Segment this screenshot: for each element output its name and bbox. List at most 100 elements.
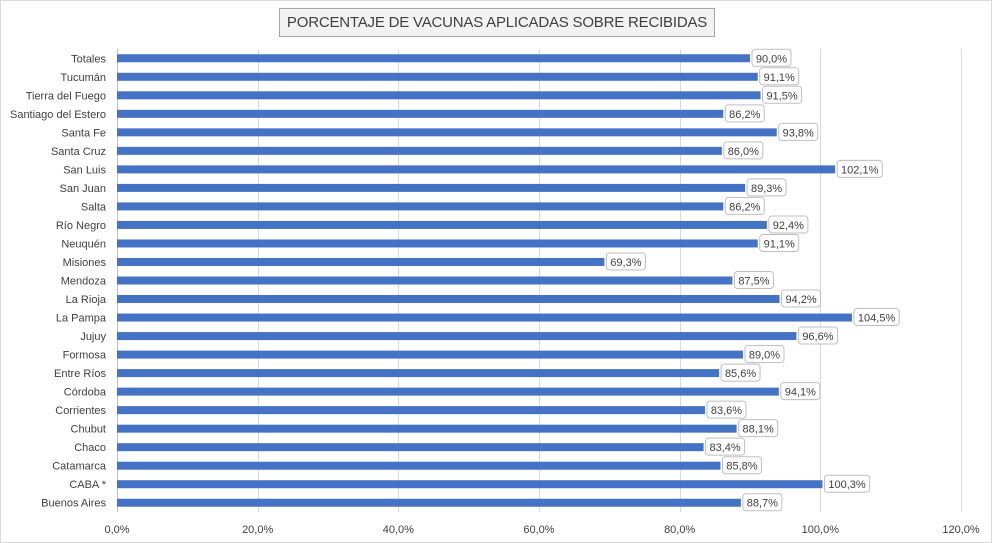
data-label: 89,0% <box>749 350 780 362</box>
bar <box>117 128 777 137</box>
data-label: 93,8% <box>783 127 814 139</box>
data-label: 69,3% <box>610 257 641 269</box>
data-label-box <box>706 400 747 419</box>
x-tick-label: 0,0% <box>104 524 129 536</box>
data-label: 88,7% <box>747 498 778 510</box>
category-label: Corrientes <box>55 405 106 417</box>
bar <box>117 387 779 396</box>
data-label: 100,3% <box>828 479 866 491</box>
data-labels: 90,0% 91,1% 91,5% 86,2% 93,8% 86,0% 102,1% 89,3… <box>605 48 900 512</box>
data-label-box <box>781 289 822 308</box>
data-label: 94,1% <box>785 387 816 399</box>
data-label-box <box>768 215 809 234</box>
category-label: Totales <box>71 53 106 65</box>
data-label: 91,1% <box>764 72 795 84</box>
data-label-box <box>780 382 821 401</box>
value-axis-labels: 0,0% 20,0% 40,0% 60,0% 80,0% 100,0% 120,0% <box>104 524 979 536</box>
chart-title-box: PORCENTAJE DE VACUNAS APLICADAS SOBRE RE… <box>279 8 715 37</box>
category-label: San Luis <box>63 164 106 176</box>
x-tick-label: 60,0% <box>523 524 554 536</box>
bar <box>117 257 605 266</box>
bar <box>117 443 704 452</box>
bar <box>117 480 823 489</box>
data-label: 86,0% <box>728 146 759 158</box>
data-label: 85,6% <box>725 368 756 380</box>
category-label: Salta <box>81 201 107 213</box>
data-label-box <box>605 252 646 271</box>
bar <box>117 165 836 174</box>
data-label-box <box>720 363 761 382</box>
data-label-box <box>742 493 783 512</box>
data-label: 91,1% <box>764 238 795 250</box>
data-label-box <box>723 141 764 160</box>
data-label-box <box>733 271 774 289</box>
data-label: 92,4% <box>773 220 804 232</box>
chart-title: PORCENTAJE DE VACUNAS APLICADAS SOBRE RE… <box>286 14 708 31</box>
bar <box>117 406 705 415</box>
category-label: Chaco <box>74 442 106 454</box>
bar <box>117 239 758 248</box>
x-tick-label: 20,0% <box>242 524 273 536</box>
data-label-box <box>836 159 883 178</box>
data-label: 94,2% <box>785 294 816 306</box>
data-label: 102,1% <box>841 164 879 176</box>
bar <box>117 313 852 322</box>
data-label-box <box>721 456 762 475</box>
bar <box>117 54 750 63</box>
category-label: Neuquén <box>61 238 106 250</box>
category-label: Córdoba <box>64 387 107 399</box>
bar <box>117 424 737 433</box>
bars <box>117 54 852 507</box>
x-tick-label: 120,0% <box>942 524 980 536</box>
data-label: 86,2% <box>729 109 760 121</box>
bar <box>117 109 724 118</box>
category-label: Santa Cruz <box>51 146 106 158</box>
category-label: Formosa <box>63 350 107 362</box>
category-label: Tucumán <box>61 72 106 84</box>
bar <box>117 183 746 192</box>
category-label: Misiones <box>63 257 107 269</box>
data-label-box <box>724 196 765 215</box>
bar <box>117 72 758 81</box>
data-label-box <box>738 419 779 438</box>
data-label-box <box>751 48 792 67</box>
category-label: Buenos Aires <box>41 498 106 510</box>
category-label: Jujuy <box>80 331 106 343</box>
data-label: 90,0% <box>756 53 787 65</box>
category-label: Santa Fe <box>61 127 106 139</box>
category-label: Santiago del Estero <box>10 109 106 121</box>
data-label-box <box>823 474 871 493</box>
x-tick-label: 80,0% <box>664 524 695 536</box>
category-label: Río Negro <box>56 220 106 232</box>
category-label: CABA * <box>69 479 106 491</box>
data-label: 104,5% <box>858 313 896 325</box>
category-label: La Pampa <box>56 313 107 325</box>
bar <box>117 369 720 378</box>
bar <box>117 295 780 304</box>
data-label-box <box>759 233 800 252</box>
data-label: 89,3% <box>751 183 782 195</box>
bar <box>117 498 741 507</box>
data-label: 83,4% <box>709 442 740 454</box>
bar <box>117 220 767 229</box>
data-label-box <box>759 67 800 86</box>
bar <box>117 350 743 359</box>
data-label-box <box>724 104 765 123</box>
category-axis-labels: Totales Tucumán Tierra del Fuego Santiago d… <box>10 53 107 509</box>
data-label: 83,6% <box>711 405 742 417</box>
bar <box>117 276 733 285</box>
data-label: 85,8% <box>726 461 757 473</box>
category-label: Catamarca <box>52 461 107 473</box>
data-label: 88,1% <box>743 424 774 436</box>
category-label: Chubut <box>71 424 106 436</box>
bar <box>117 91 761 100</box>
category-label: San Juan <box>60 183 106 195</box>
data-label: 91,5% <box>766 90 797 102</box>
data-label: 86,2% <box>729 201 760 213</box>
bar <box>117 461 721 470</box>
data-label-box <box>746 178 787 197</box>
data-label-box <box>778 122 819 141</box>
data-label: 87,5% <box>738 276 769 288</box>
x-tick-label: 100,0% <box>802 524 840 536</box>
